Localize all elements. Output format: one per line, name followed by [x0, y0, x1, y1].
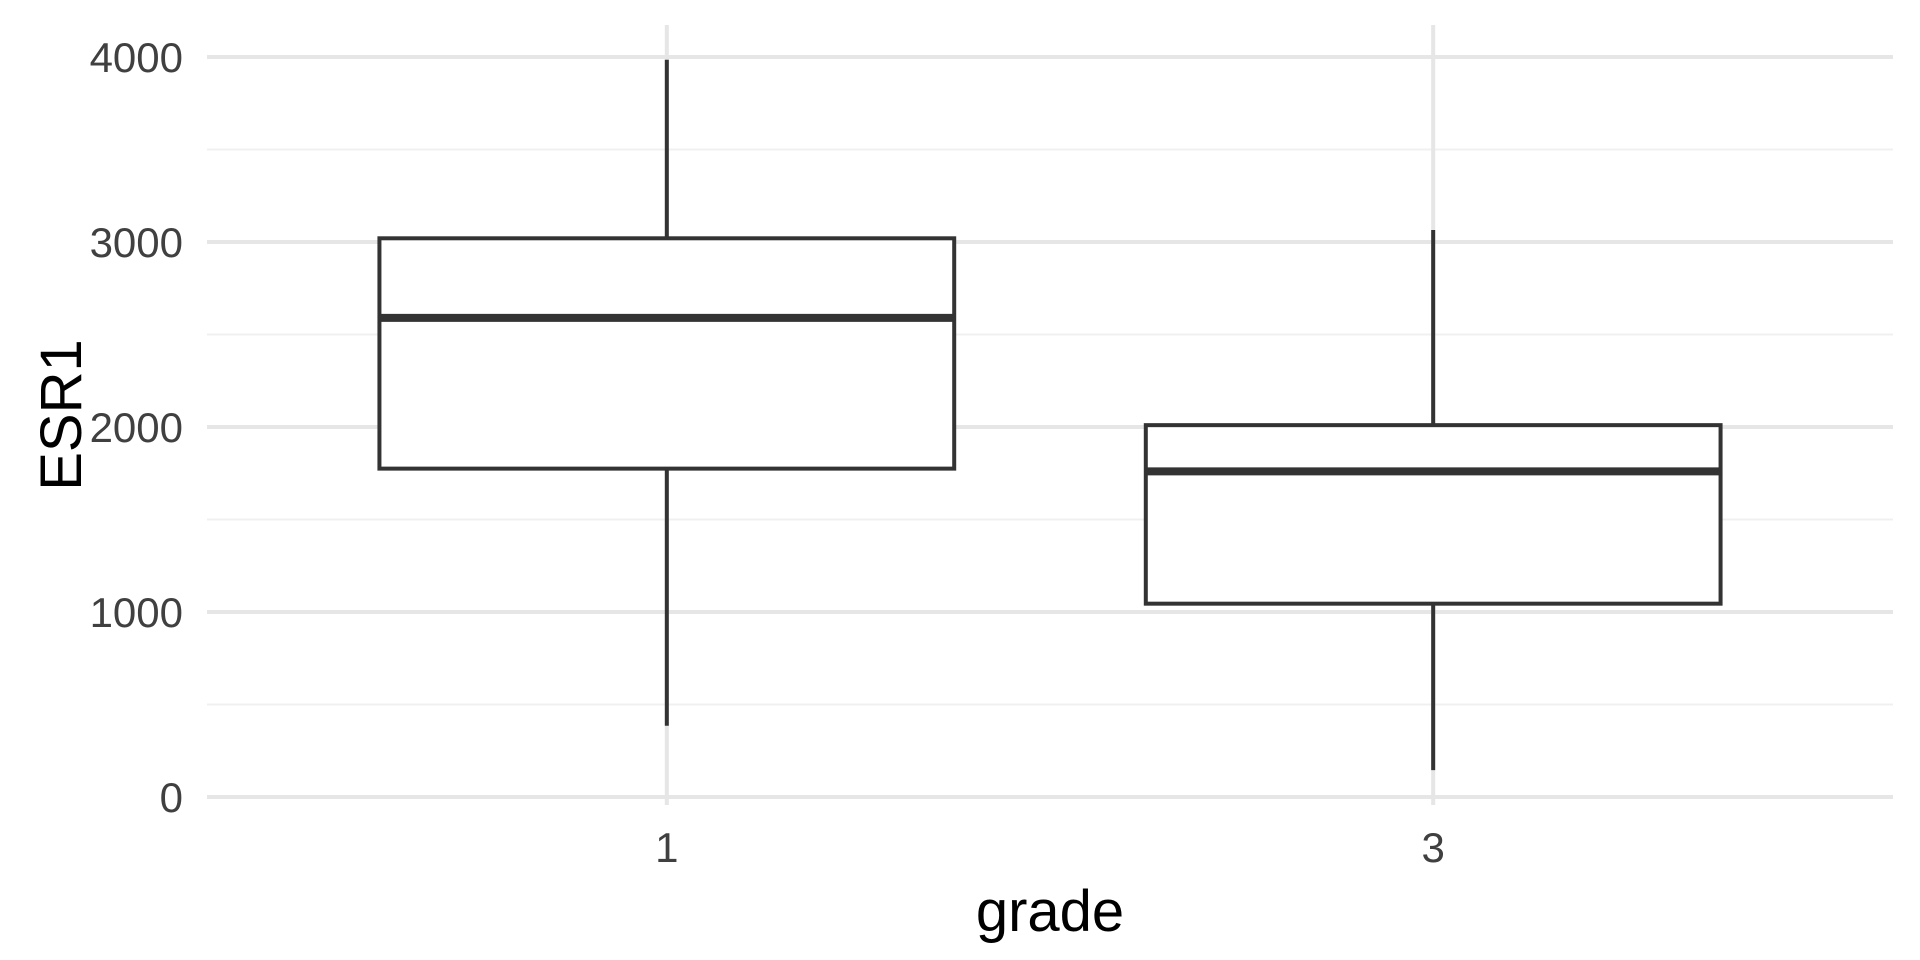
y-tick-label: 3000: [90, 219, 183, 266]
box-grade-1: [377, 236, 957, 471]
x-tick-label: 1: [655, 824, 678, 871]
y-tick-label: 4000: [90, 34, 183, 81]
y-axis-title: ESR1: [29, 339, 94, 491]
y-tick-label: 0: [160, 774, 183, 821]
y-tick-label: 2000: [90, 404, 183, 451]
x-axis-title: grade: [975, 879, 1125, 944]
box-grade-3: [1143, 423, 1723, 606]
x-tick-label: 3: [1422, 824, 1445, 871]
y-tick-label: 1000: [90, 589, 183, 636]
